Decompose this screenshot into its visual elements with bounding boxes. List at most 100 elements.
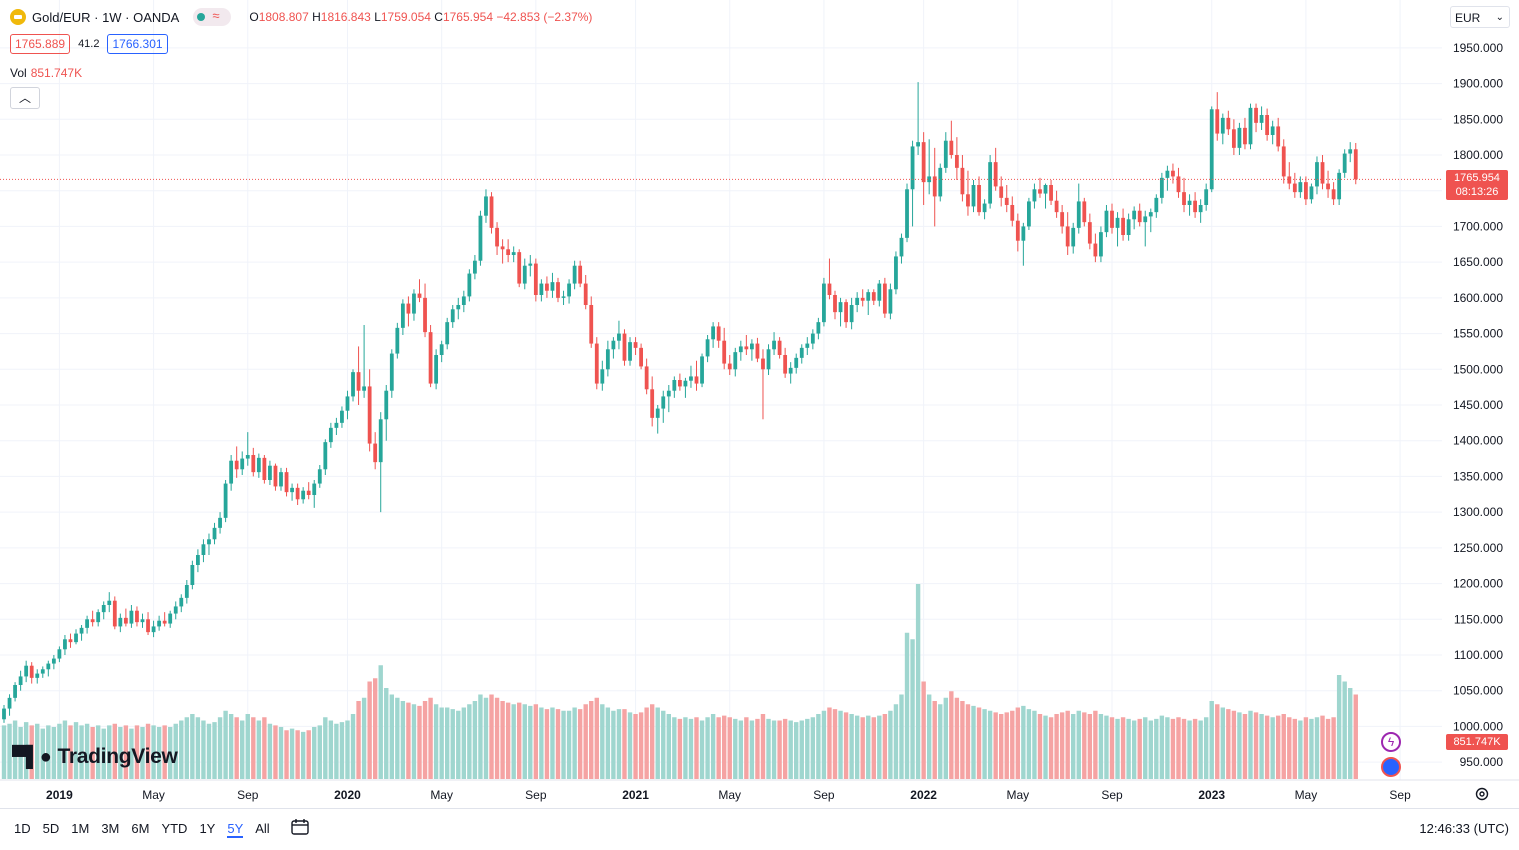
volume-bar — [1120, 717, 1126, 779]
candle-body — [140, 619, 145, 623]
volume-bar — [483, 697, 489, 779]
volume-bar — [1137, 718, 1142, 779]
collapse-legend-button[interactable]: ︿ — [10, 87, 40, 109]
lightning-icon[interactable]: ϟ — [1381, 732, 1401, 752]
utc-clock[interactable]: 12:46:33 (UTC) — [1419, 821, 1509, 836]
volume-bar — [666, 714, 671, 779]
ohlc-open: 1808.807 — [258, 10, 309, 24]
volume-bar — [633, 714, 638, 779]
candle-body — [35, 673, 40, 678]
volume-bar — [339, 722, 345, 779]
candle-body — [1021, 226, 1026, 241]
volume-bar — [1336, 675, 1342, 779]
candle-body — [1326, 183, 1330, 190]
volume-label[interactable]: Vol — [10, 66, 27, 80]
range-tab-1m[interactable]: 1M — [71, 821, 90, 836]
volume-bar — [683, 717, 688, 779]
symbol-title[interactable]: Gold/EUR · 1W · OANDA — [32, 9, 180, 25]
candle-body — [63, 639, 67, 650]
volume-bar — [1220, 707, 1225, 779]
candle-body — [683, 380, 688, 387]
candle-body — [672, 380, 677, 391]
candle-body — [179, 597, 184, 607]
x-tick-label: Sep — [525, 788, 547, 802]
ohlc-close: 1765.954 — [442, 10, 494, 24]
candle-body — [716, 326, 721, 341]
candle-body — [484, 196, 488, 216]
volume-bar — [744, 717, 749, 779]
volume-bar — [273, 725, 278, 779]
candle-body — [1342, 153, 1347, 173]
volume-bar — [1109, 717, 1115, 779]
clock-badge-icon[interactable] — [1381, 757, 1401, 777]
candle-body — [162, 620, 167, 624]
volume-bar — [1076, 710, 1081, 779]
range-tab-3m[interactable]: 3M — [101, 821, 120, 836]
candle-body — [478, 215, 483, 261]
volume-bar — [1342, 681, 1347, 779]
volume-bar — [1181, 718, 1187, 779]
brand-name: TradingView — [57, 745, 178, 768]
volume-bar — [489, 694, 494, 779]
tradingview-logo[interactable]: ▀▌● TradingView — [12, 745, 178, 769]
volume-bar — [694, 717, 699, 779]
volume-bar — [722, 715, 727, 779]
buy-price-button[interactable]: 1766.301 — [107, 34, 168, 54]
volume-bar — [843, 712, 849, 779]
range-tab-all[interactable]: All — [255, 821, 270, 836]
range-tab-1d[interactable]: 1D — [14, 821, 31, 836]
candle-body — [362, 386, 366, 391]
candle-body — [1087, 222, 1092, 244]
candle-body — [894, 256, 898, 290]
candle-body — [866, 292, 871, 301]
volume-bar — [976, 707, 982, 779]
sell-price-button[interactable]: 1765.889 — [10, 34, 71, 54]
candle-body — [74, 633, 78, 643]
volume-bar — [561, 710, 566, 779]
candle-body — [118, 617, 123, 627]
candle-body — [301, 490, 306, 500]
y-tick-label: 1500.000 — [1453, 362, 1503, 376]
volume-bar — [605, 707, 611, 779]
x-tick-label: Sep — [237, 788, 259, 802]
candle-body — [262, 457, 267, 480]
volume-bar — [173, 723, 178, 779]
volume-bar — [195, 717, 201, 779]
volume-bar — [245, 714, 250, 779]
volume-bar — [345, 720, 350, 779]
range-tab-5y[interactable]: 5Y — [227, 821, 244, 838]
ohlc-high: 1816.843 — [320, 10, 371, 24]
range-tab-6m[interactable]: 6M — [131, 821, 150, 836]
range-tab-ytd[interactable]: YTD — [161, 821, 188, 836]
volume-bar — [511, 704, 516, 779]
range-tab-5d[interactable]: 5D — [42, 821, 60, 836]
calendar-goto-icon[interactable] — [290, 818, 310, 836]
candle-body — [1093, 243, 1098, 257]
volume-bar — [982, 709, 987, 779]
candle-body — [245, 455, 250, 459]
candle-body — [373, 443, 378, 463]
y-tick-label: 1200.000 — [1453, 577, 1503, 591]
spread-value: 41.2 — [78, 38, 100, 50]
volume-bar — [1325, 718, 1331, 779]
x-tick-label: May — [142, 788, 165, 802]
candle-body — [157, 620, 162, 627]
candle-body — [921, 142, 926, 183]
market-status-toggle[interactable]: ≈ — [193, 8, 232, 26]
volume-bar — [1248, 710, 1253, 779]
volume-bar — [938, 704, 943, 779]
volume-bar — [854, 715, 860, 779]
currency-selector[interactable]: EUR ⌄ — [1450, 6, 1510, 28]
gear-icon[interactable] — [1474, 786, 1490, 802]
candle-body — [495, 227, 499, 247]
range-tab-1y[interactable]: 1Y — [199, 821, 216, 836]
volume-bar — [334, 723, 339, 779]
volume-bar — [960, 701, 965, 779]
candle-body — [905, 189, 909, 238]
candle-body — [1137, 210, 1142, 223]
volume-bar — [450, 709, 455, 779]
volume-bar — [1231, 710, 1237, 779]
volume-bar — [577, 709, 583, 779]
